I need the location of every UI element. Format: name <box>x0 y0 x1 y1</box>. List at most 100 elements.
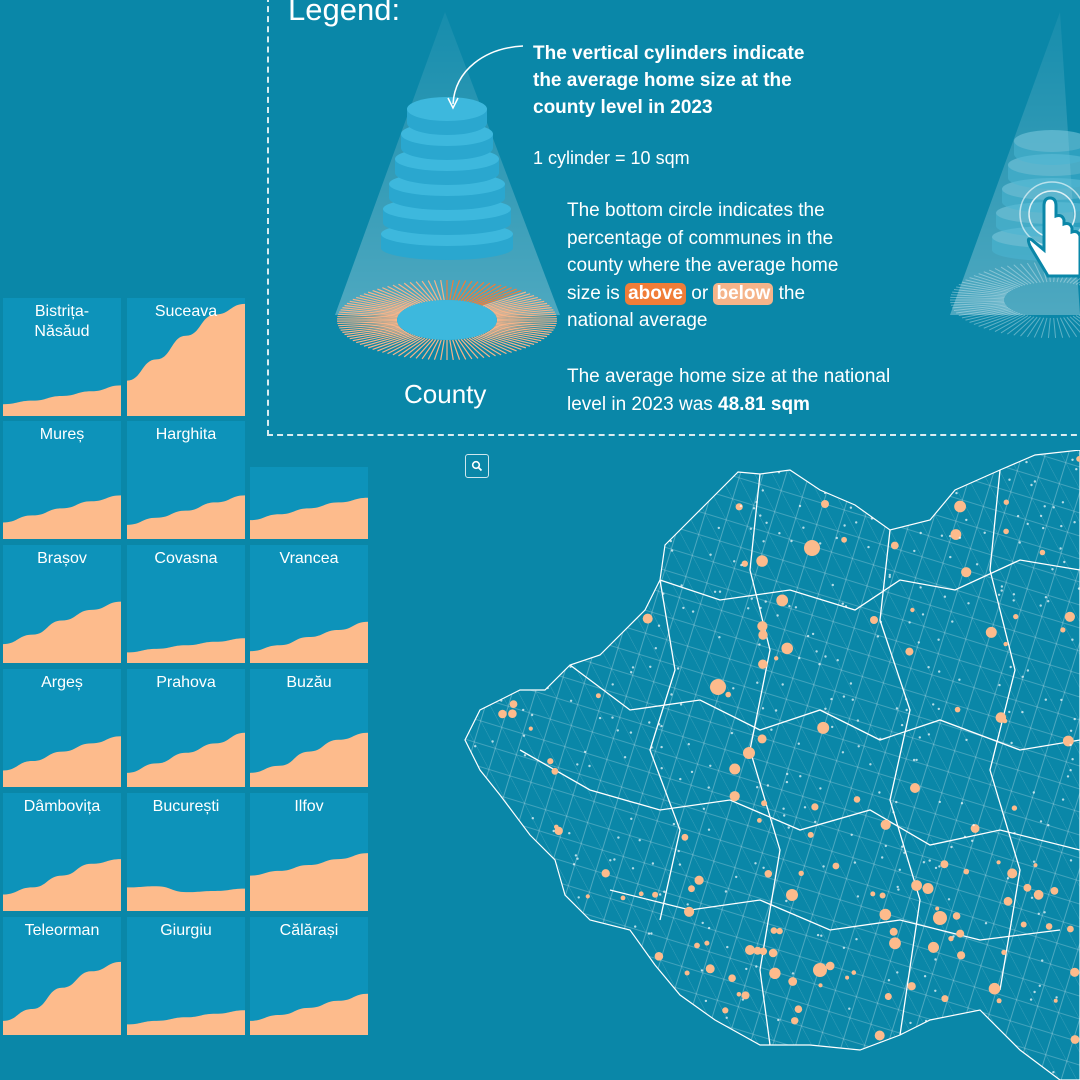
city-dot[interactable] <box>804 540 820 556</box>
commune-dot[interactable] <box>948 935 954 942</box>
commune-dot[interactable] <box>927 666 930 669</box>
commune-dot[interactable] <box>884 993 892 1000</box>
commune-dot[interactable] <box>1076 456 1080 462</box>
commune-dot[interactable] <box>776 927 783 935</box>
commune-dot[interactable] <box>756 681 759 684</box>
commune-dot[interactable] <box>1061 798 1065 801</box>
commune-dot[interactable] <box>509 700 518 708</box>
commune-dot[interactable] <box>988 982 1001 995</box>
commune-dot[interactable] <box>704 999 708 1003</box>
commune-dot[interactable] <box>889 927 898 936</box>
commune-dot[interactable] <box>735 875 738 879</box>
commune-dot[interactable] <box>1043 911 1046 914</box>
commune-dot[interactable] <box>922 861 926 864</box>
commune-dot[interactable] <box>1021 710 1024 714</box>
commune-dot[interactable] <box>910 607 915 613</box>
commune-dot[interactable] <box>1003 499 1009 505</box>
commune-dot[interactable] <box>785 899 788 903</box>
commune-dot[interactable] <box>798 656 801 660</box>
commune-dot[interactable] <box>905 647 914 656</box>
commune-dot[interactable] <box>638 839 641 842</box>
commune-dot[interactable] <box>1008 478 1011 481</box>
commune-dot[interactable] <box>890 541 899 550</box>
commune-dot[interactable] <box>747 607 750 610</box>
commune-dot[interactable] <box>595 693 601 699</box>
commune-dot[interactable] <box>652 891 659 898</box>
commune-dot[interactable] <box>956 929 965 938</box>
commune-dot[interactable] <box>764 870 773 878</box>
city-dot[interactable] <box>743 747 755 759</box>
commune-dot[interactable] <box>585 894 590 899</box>
commune-dot[interactable] <box>879 737 882 740</box>
commune-dot[interactable] <box>498 709 507 719</box>
commune-dot[interactable] <box>750 597 753 600</box>
commune-dot[interactable] <box>741 560 748 567</box>
commune-dot[interactable] <box>577 896 580 899</box>
commune-dot[interactable] <box>762 866 765 869</box>
commune-dot[interactable] <box>842 695 846 698</box>
commune-dot[interactable] <box>874 1030 885 1041</box>
commune-dot[interactable] <box>682 606 685 610</box>
commune-dot[interactable] <box>1033 889 1044 900</box>
commune-dot[interactable] <box>961 567 972 578</box>
county-tile[interactable]: Harghita <box>127 421 245 539</box>
commune-dot[interactable] <box>895 800 898 804</box>
commune-dot[interactable] <box>870 517 874 520</box>
commune-dot[interactable] <box>824 655 827 658</box>
commune-dot[interactable] <box>634 925 637 928</box>
commune-dot[interactable] <box>918 736 921 739</box>
commune-dot[interactable] <box>631 867 635 870</box>
county-tile[interactable]: Bistrița- Năsăud <box>3 298 121 416</box>
commune-dot[interactable] <box>1071 458 1074 461</box>
commune-dot[interactable] <box>996 998 1002 1004</box>
commune-dot[interactable] <box>654 952 664 961</box>
county-tile[interactable]: Călărași <box>250 917 368 1035</box>
commune-dot[interactable] <box>757 818 762 823</box>
commune-dot[interactable] <box>761 707 765 710</box>
commune-dot[interactable] <box>588 764 591 768</box>
commune-dot[interactable] <box>887 979 891 982</box>
commune-dot[interactable] <box>660 724 663 728</box>
commune-dot[interactable] <box>576 857 579 860</box>
commune-dot[interactable] <box>756 555 768 567</box>
commune-dot[interactable] <box>803 806 807 809</box>
commune-dot[interactable] <box>709 764 712 767</box>
commune-dot[interactable] <box>1075 468 1078 471</box>
commune-dot[interactable] <box>650 746 653 749</box>
commune-dot[interactable] <box>841 751 845 754</box>
commune-dot[interactable] <box>576 763 579 766</box>
commune-dot[interactable] <box>753 946 762 955</box>
commune-dot[interactable] <box>903 851 906 854</box>
commune-dot[interactable] <box>1052 506 1055 509</box>
county-tile[interactable]: Giurgiu <box>127 917 245 1035</box>
commune-dot[interactable] <box>911 880 922 891</box>
commune-dot[interactable] <box>952 912 961 920</box>
commune-dot[interactable] <box>831 583 834 587</box>
commune-dot[interactable] <box>1047 600 1050 603</box>
commune-dot[interactable] <box>1061 501 1065 504</box>
commune-dot[interactable] <box>1030 896 1034 899</box>
commune-dot[interactable] <box>905 708 908 712</box>
commune-dot[interactable] <box>984 922 988 925</box>
commune-dot[interactable] <box>1050 887 1059 895</box>
commune-dot[interactable] <box>676 667 680 670</box>
county-tile[interactable]: Buzău <box>250 669 368 787</box>
commune-dot[interactable] <box>1033 990 1036 994</box>
city-dot[interactable] <box>821 500 829 508</box>
commune-dot[interactable] <box>881 856 884 859</box>
commune-dot[interactable] <box>551 767 559 775</box>
commune-dot[interactable] <box>694 942 700 949</box>
commune-dot[interactable] <box>912 758 916 762</box>
county-tile[interactable]: București <box>127 793 245 911</box>
commune-dot[interactable] <box>1039 549 1046 556</box>
commune-dot[interactable] <box>713 590 717 593</box>
commune-dot[interactable] <box>474 745 477 748</box>
commune-dot[interactable] <box>1052 1071 1055 1074</box>
city-dot[interactable] <box>870 616 878 624</box>
commune-dot[interactable] <box>924 1019 928 1023</box>
commune-dot[interactable] <box>954 500 966 513</box>
commune-dot[interactable] <box>657 723 661 726</box>
commune-dot[interactable] <box>1016 514 1020 518</box>
commune-dot[interactable] <box>941 995 949 1003</box>
commune-dot[interactable] <box>938 800 941 804</box>
